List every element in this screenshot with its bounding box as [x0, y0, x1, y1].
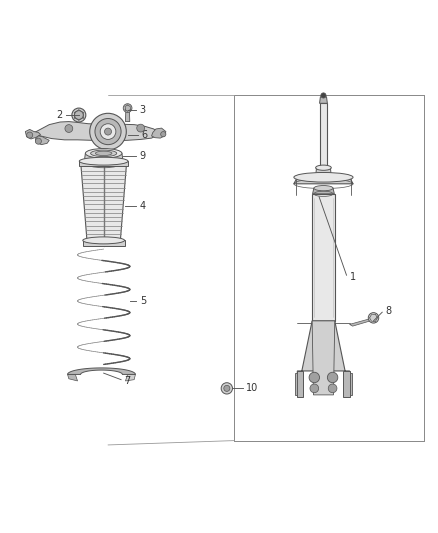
Circle shape [90, 114, 126, 150]
Circle shape [310, 384, 319, 393]
Polygon shape [297, 321, 350, 393]
Circle shape [100, 124, 116, 140]
Circle shape [368, 313, 379, 323]
Text: 10: 10 [246, 383, 258, 393]
Polygon shape [152, 128, 166, 138]
Polygon shape [81, 166, 126, 243]
Ellipse shape [314, 185, 333, 191]
Ellipse shape [95, 151, 112, 156]
Circle shape [65, 125, 73, 133]
Polygon shape [320, 103, 327, 177]
Polygon shape [67, 368, 135, 375]
Polygon shape [83, 240, 124, 246]
Text: 8: 8 [385, 306, 392, 316]
Polygon shape [35, 136, 49, 144]
Circle shape [105, 128, 112, 135]
Ellipse shape [316, 165, 331, 171]
Circle shape [35, 138, 42, 144]
Ellipse shape [85, 149, 122, 158]
Polygon shape [294, 177, 353, 184]
Circle shape [123, 104, 132, 112]
Circle shape [137, 124, 145, 132]
Circle shape [327, 372, 338, 383]
Text: 3: 3 [140, 105, 146, 115]
Polygon shape [125, 109, 130, 122]
Text: 1: 1 [350, 271, 356, 281]
Circle shape [95, 118, 121, 144]
Text: 4: 4 [140, 200, 146, 211]
Polygon shape [343, 371, 350, 397]
Circle shape [221, 383, 233, 394]
Circle shape [328, 384, 337, 393]
Ellipse shape [91, 150, 117, 157]
Polygon shape [125, 375, 135, 381]
Polygon shape [79, 161, 128, 166]
Polygon shape [67, 375, 78, 381]
Circle shape [74, 111, 83, 119]
Polygon shape [320, 97, 327, 103]
Circle shape [224, 385, 230, 391]
Text: 6: 6 [141, 130, 148, 140]
Polygon shape [297, 371, 304, 397]
Ellipse shape [83, 237, 124, 244]
Polygon shape [316, 168, 331, 177]
Polygon shape [312, 321, 335, 395]
Ellipse shape [294, 173, 353, 182]
Circle shape [72, 108, 86, 122]
Polygon shape [350, 373, 352, 395]
Circle shape [161, 132, 166, 137]
Circle shape [309, 372, 320, 383]
Polygon shape [295, 373, 297, 395]
Polygon shape [312, 194, 335, 321]
Polygon shape [25, 130, 41, 139]
Text: 9: 9 [140, 150, 146, 160]
Polygon shape [350, 319, 372, 326]
Circle shape [321, 93, 326, 98]
Polygon shape [313, 188, 334, 194]
Text: 5: 5 [140, 296, 146, 306]
Polygon shape [32, 122, 158, 141]
Text: 7: 7 [124, 376, 131, 385]
Circle shape [27, 132, 33, 138]
Text: 2: 2 [56, 110, 62, 120]
Polygon shape [84, 154, 123, 163]
Ellipse shape [79, 157, 128, 165]
